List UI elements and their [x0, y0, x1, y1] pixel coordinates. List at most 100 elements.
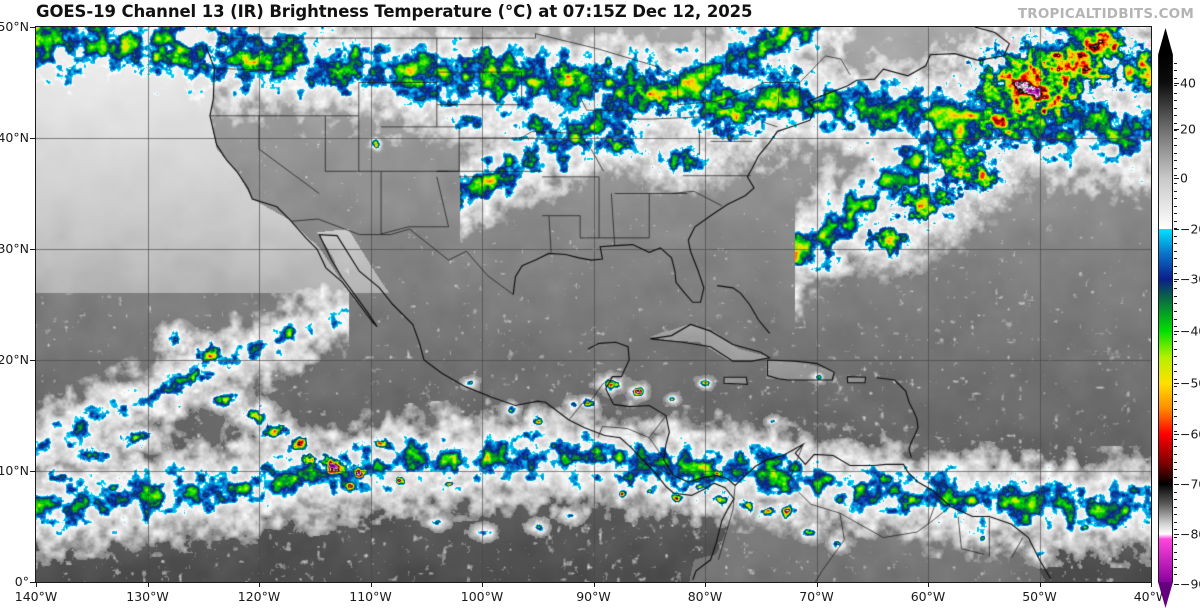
- header-bar: GOES-19 Channel 13 (IR) Brightness Tempe…: [0, 0, 1200, 26]
- x-axis-label: 60°W: [910, 589, 946, 604]
- colorbar-minor-tick: [1174, 167, 1177, 169]
- colorbar-tick: [1174, 584, 1179, 585]
- colorbar-tick-label: −80: [1180, 526, 1200, 542]
- x-axis-tick: [928, 582, 929, 587]
- x-axis-label: 90°W: [576, 589, 611, 604]
- colorbar-minor-tick: [1174, 521, 1177, 523]
- colorbar-minor-tick: [1174, 100, 1177, 102]
- colorbar-minor-tick: [1174, 341, 1177, 343]
- colorbar-minor-tick: [1174, 130, 1177, 132]
- colorbar-tick-label: −20: [1180, 221, 1200, 237]
- colorbar-minor-tick: [1174, 310, 1177, 312]
- colorbar-tick: [1174, 83, 1179, 84]
- colorbar-minor-tick: [1174, 438, 1177, 440]
- colorbar-tick: [1174, 434, 1179, 435]
- colorbar-minor-tick: [1174, 386, 1177, 388]
- colorbar-minor-tick: [1174, 77, 1177, 79]
- y-axis-label: 30°N: [0, 241, 29, 256]
- colorbar-minor-tick: [1174, 288, 1177, 290]
- x-axis-tick: [593, 582, 595, 587]
- colorbar-tick-label: 20: [1180, 121, 1196, 137]
- colorbar-minor-tick: [1174, 160, 1177, 162]
- colorbar-minor-tick: [1174, 393, 1177, 395]
- colorbar-tick-label: −40: [1180, 323, 1200, 339]
- colorbar-minor-tick: [1174, 235, 1177, 237]
- colorbar-minor-tick: [1174, 423, 1177, 425]
- x-axis-label: 70°W: [799, 589, 834, 604]
- colorbar-minor-tick: [1174, 318, 1177, 320]
- colorbar-tick: [1174, 279, 1179, 280]
- colorbar-minor-tick: [1174, 198, 1177, 200]
- colorbar-minor-tick: [1174, 175, 1177, 177]
- colorbar: 40 20 0 −20 −30 −40 −50 −60 −70 −80 −90: [1157, 26, 1200, 608]
- colorbar-minor-tick: [1174, 190, 1177, 192]
- x-axis-label: 110°W: [349, 589, 392, 604]
- colorbar-tick-label: 40: [1180, 75, 1196, 91]
- colorbar-minor-tick: [1174, 484, 1177, 486]
- colorbar-minor-tick: [1174, 431, 1177, 433]
- colorbar-minor-tick: [1174, 559, 1177, 561]
- colorbar-tick-label: 0: [1180, 170, 1188, 186]
- x-axis-tick: [816, 582, 818, 587]
- colorbar-minor-tick: [1174, 62, 1177, 64]
- colorbar-minor-tick: [1174, 446, 1177, 448]
- colorbar-tick: [1174, 229, 1179, 230]
- colorbar-minor-tick: [1174, 476, 1177, 478]
- colorbar-minor-tick: [1174, 303, 1177, 305]
- colorbar-minor-tick: [1174, 461, 1177, 463]
- x-axis-tick: [147, 582, 149, 587]
- y-axis-tick: [30, 360, 35, 361]
- colorbar-tick-label: −70: [1180, 476, 1200, 492]
- colorbar-minor-tick: [1174, 220, 1177, 222]
- colorbar-minor-tick: [1174, 213, 1177, 215]
- colorbar-tick: [1174, 331, 1179, 332]
- colorbar-minor-tick: [1174, 333, 1177, 335]
- colorbar-tick-label: −30: [1180, 271, 1200, 287]
- x-axis-label: 120°W: [237, 589, 281, 604]
- x-axis-tick: [1039, 582, 1041, 587]
- satellite-ir-imagery[interactable]: [36, 27, 1151, 582]
- colorbar-minor-tick: [1174, 115, 1177, 117]
- colorbar-minor-tick: [1174, 273, 1177, 275]
- colorbar-minor-tick: [1174, 491, 1177, 493]
- x-axis-tick: [36, 582, 37, 587]
- colorbar-minor-tick: [1174, 454, 1177, 455]
- colorbar-tick: [1174, 129, 1179, 130]
- colorbar-minor-tick: [1174, 70, 1177, 72]
- watermark: TROPICALTIDBITS.COM: [1017, 6, 1194, 22]
- map-panel[interactable]: [35, 26, 1152, 583]
- x-axis-label: 130°W: [126, 589, 169, 604]
- colorbar-minor-tick: [1174, 469, 1177, 471]
- y-axis-label: 50°N: [0, 19, 29, 34]
- x-axis-tick: [705, 582, 706, 587]
- colorbar-minor-tick: [1174, 551, 1177, 553]
- colorbar-tick-label: −60: [1180, 426, 1200, 442]
- x-axis-tick: [1151, 582, 1152, 587]
- colorbar-minor-tick: [1174, 250, 1177, 252]
- colorbar-gradient: [1158, 55, 1173, 582]
- colorbar-minor-tick: [1174, 107, 1177, 109]
- colorbar-tick-label: −90: [1180, 576, 1200, 592]
- colorbar-minor-tick: [1174, 265, 1177, 267]
- colorbar-minor-tick: [1174, 506, 1177, 508]
- colorbar-minor-tick: [1174, 182, 1177, 184]
- colorbar-minor-tick: [1174, 326, 1177, 328]
- x-axis-label: 40°W: [1133, 589, 1169, 604]
- x-axis-label: 80°W: [687, 589, 723, 604]
- colorbar-tick: [1174, 178, 1179, 179]
- colorbar-extend-max-arrow: [1158, 28, 1173, 55]
- colorbar-minor-tick: [1174, 205, 1177, 207]
- y-axis-label: 20°N: [0, 352, 29, 367]
- colorbar-minor-tick: [1174, 348, 1177, 350]
- colorbar-minor-tick: [1174, 258, 1177, 260]
- x-axis-tick: [259, 582, 260, 587]
- colorbar-minor-tick: [1174, 137, 1177, 139]
- colorbar-minor-tick: [1174, 544, 1177, 546]
- page-title: GOES-19 Channel 13 (IR) Brightness Tempe…: [36, 2, 753, 21]
- colorbar-minor-tick: [1174, 280, 1177, 282]
- colorbar-tick: [1174, 534, 1179, 535]
- colorbar-minor-tick: [1174, 529, 1177, 531]
- colorbar-minor-tick: [1174, 85, 1177, 87]
- colorbar-minor-tick: [1174, 566, 1177, 568]
- colorbar-tick: [1174, 383, 1179, 384]
